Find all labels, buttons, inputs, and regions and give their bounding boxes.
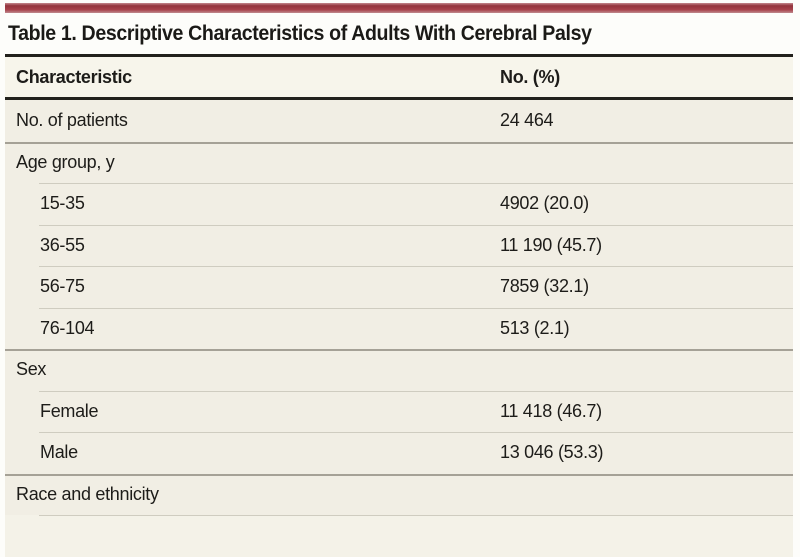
row-label: No. of patients bbox=[16, 110, 128, 131]
table-row: 56-75 7859 (32.1) bbox=[5, 266, 793, 308]
red-accent-bar bbox=[5, 3, 793, 13]
table-row: 36-55 11 190 (45.7) bbox=[5, 224, 793, 266]
table-row: 15-35 4902 (20.0) bbox=[5, 183, 793, 225]
row-label: Male bbox=[40, 442, 78, 463]
row-value: 11 418 (46.7) bbox=[500, 400, 602, 421]
table-row-section: Age group, y bbox=[5, 141, 793, 183]
row-label: 76-104 bbox=[40, 317, 95, 338]
row-value: 11 190 (45.7) bbox=[500, 234, 602, 255]
row-value: 4902 (20.0) bbox=[500, 193, 589, 214]
table-row: Male 13 046 (53.3) bbox=[5, 432, 793, 474]
column-header-characteristic: Characteristic bbox=[16, 66, 132, 87]
row-label: Age group, y bbox=[16, 151, 115, 172]
row-value: 7859 (32.1) bbox=[500, 276, 589, 297]
row-label: 56-75 bbox=[40, 276, 85, 297]
table-row-section: Sex bbox=[5, 349, 793, 391]
row-value: 513 (2.1) bbox=[500, 317, 570, 338]
table-row: Female 11 418 (46.7) bbox=[5, 390, 793, 432]
table-row-cutoff bbox=[5, 515, 793, 557]
table-row: No. of patients 24 464 bbox=[5, 100, 793, 142]
row-value: 13 046 (53.3) bbox=[500, 442, 604, 463]
characteristics-table: Characteristic No. (%) No. of patients 2… bbox=[5, 54, 793, 557]
table-title: Table 1. Descriptive Characteristics of … bbox=[8, 21, 592, 45]
row-label: 36-55 bbox=[40, 234, 85, 255]
row-label: 15-35 bbox=[40, 193, 85, 214]
table-row: 76-104 513 (2.1) bbox=[5, 307, 793, 349]
column-header-no-pct: No. (%) bbox=[500, 66, 560, 87]
row-value: 24 464 bbox=[500, 110, 554, 131]
table-header-row: Characteristic No. (%) bbox=[5, 57, 793, 100]
row-label: Sex bbox=[16, 359, 47, 380]
row-label: Female bbox=[40, 400, 99, 421]
table-row-section: Race and ethnicity bbox=[5, 473, 793, 515]
row-label: Race and ethnicity bbox=[16, 483, 159, 504]
